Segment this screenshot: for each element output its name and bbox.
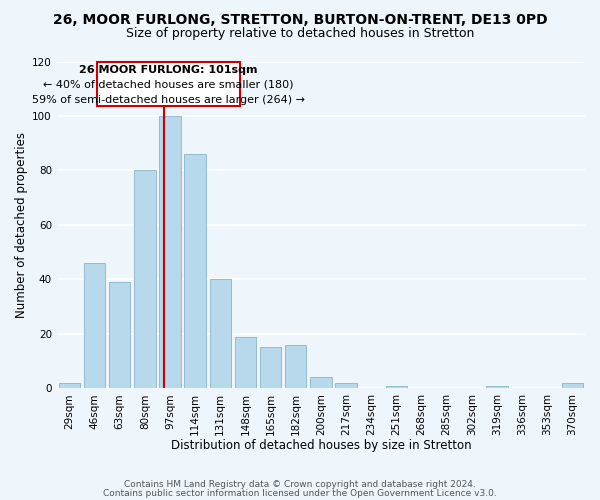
Bar [109, 282, 130, 389]
Bar [310, 378, 332, 388]
Bar [134, 170, 155, 388]
Text: Contains public sector information licensed under the Open Government Licence v3: Contains public sector information licen… [103, 488, 497, 498]
Bar [486, 386, 508, 388]
Bar [184, 154, 206, 388]
Bar [562, 383, 583, 388]
Bar [285, 345, 307, 389]
Text: 26, MOOR FURLONG, STRETTON, BURTON-ON-TRENT, DE13 0PD: 26, MOOR FURLONG, STRETTON, BURTON-ON-TR… [53, 12, 547, 26]
Text: ← 40% of detached houses are smaller (180): ← 40% of detached houses are smaller (18… [43, 80, 294, 90]
Bar [235, 336, 256, 388]
Bar [260, 348, 281, 389]
Text: Size of property relative to detached houses in Stretton: Size of property relative to detached ho… [126, 28, 474, 40]
Text: Contains HM Land Registry data © Crown copyright and database right 2024.: Contains HM Land Registry data © Crown c… [124, 480, 476, 489]
X-axis label: Distribution of detached houses by size in Stretton: Distribution of detached houses by size … [170, 440, 471, 452]
Bar [159, 116, 181, 388]
Bar [59, 383, 80, 388]
Text: 59% of semi-detached houses are larger (264) →: 59% of semi-detached houses are larger (… [32, 94, 305, 104]
Bar [335, 383, 357, 388]
Y-axis label: Number of detached properties: Number of detached properties [15, 132, 28, 318]
Bar [209, 280, 231, 388]
Bar [84, 263, 105, 388]
Bar [386, 386, 407, 388]
FancyBboxPatch shape [97, 62, 241, 106]
Text: 26 MOOR FURLONG: 101sqm: 26 MOOR FURLONG: 101sqm [79, 64, 258, 74]
